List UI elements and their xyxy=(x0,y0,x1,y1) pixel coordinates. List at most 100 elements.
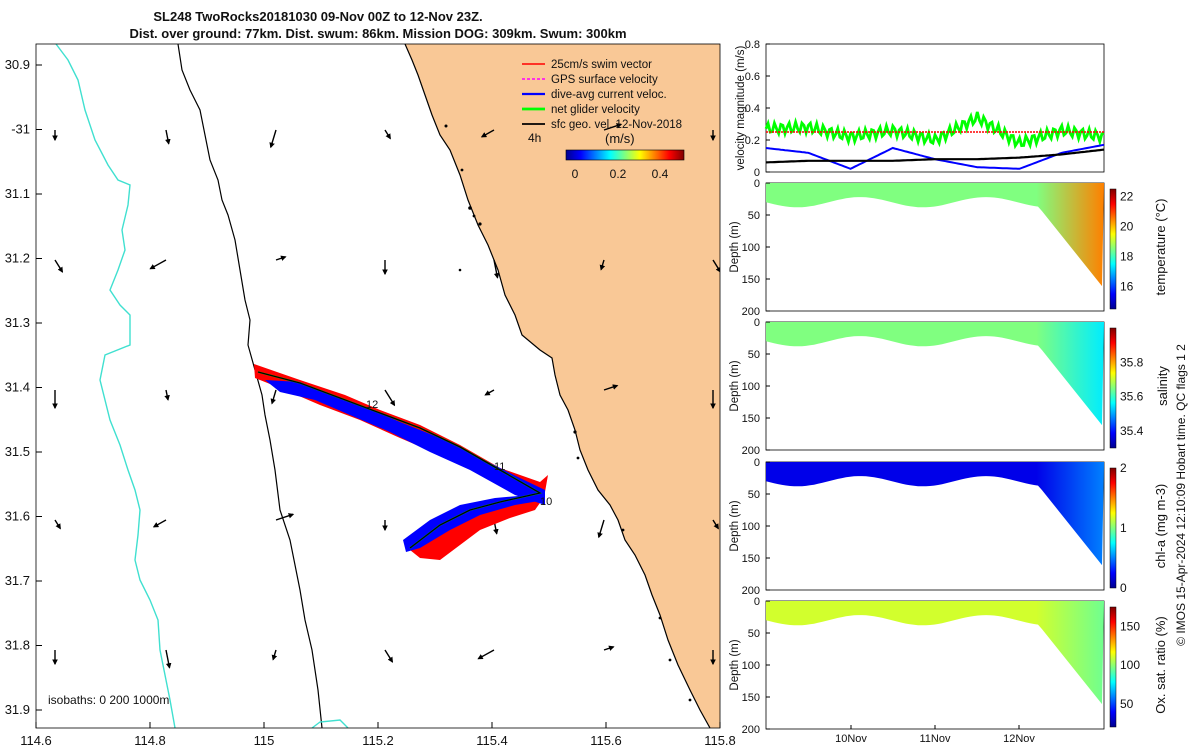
section-panel-temperature: 0 50 100 150 200 Depth (m) 22 20 18 16 temperature… xyxy=(729,178,1168,318)
temperature-cb-ticklabel-2: 18 xyxy=(1120,250,1134,264)
geo-arrow-21 xyxy=(54,519,61,530)
velocity-line-geo xyxy=(765,148,1105,164)
temperature-y-ticklabel-3: 150 xyxy=(742,274,760,286)
oxygen-cb-ticklabel-0: 150 xyxy=(1120,619,1140,633)
svg-text:GPS surface velocity: GPS surface velocity xyxy=(551,74,658,86)
map-y-ticklabel-4: 31.3 xyxy=(5,315,30,330)
geo-arrow-9 xyxy=(275,255,287,261)
vel-y-ticklabel-3: 0.6 xyxy=(745,71,760,83)
glider-track: 12 11 10 xyxy=(254,364,552,560)
oxygen-cb-ticklabel-1: 100 xyxy=(1120,658,1140,672)
temperature-cb-ticklabel-3: 16 xyxy=(1120,280,1134,294)
geo-arrow-11 xyxy=(493,259,500,279)
map-y-ticklabel-3: 31.2 xyxy=(5,251,30,266)
map-x-ticks: 114.6 114.8 115 115.2 115.4 115.6 115.8 xyxy=(20,722,736,748)
salinity-cb-ticklabel-1: 35.6 xyxy=(1120,390,1144,404)
day-label-11: 11 xyxy=(494,461,505,473)
map-y-ticklabel-5: 31.4 xyxy=(5,380,30,395)
map-y-ticklabel-6: 31.5 xyxy=(5,444,30,459)
temperature-y-ticklabel-4: 200 xyxy=(742,306,760,318)
land xyxy=(405,44,720,728)
chla-y-ticklabel-4: 200 xyxy=(742,585,760,597)
geo-arrow-33 xyxy=(603,645,615,651)
geo-arrow-12 xyxy=(599,259,606,271)
salinity-y-ticklabel-3: 150 xyxy=(742,413,760,425)
oxygen-y-ticklabel-0: 0 xyxy=(754,596,760,608)
temperature-section-fill xyxy=(766,183,1104,287)
temperature-cb-ticklabel-0: 22 xyxy=(1120,190,1134,204)
map-x-ticklabel-6: 115.8 xyxy=(704,733,736,748)
time-ticks: 10Nov 11Nov 12Nov xyxy=(835,725,1035,745)
salinity-y-ticklabel-4: 200 xyxy=(742,445,760,457)
geo-arrow-8 xyxy=(149,259,167,270)
map-colorbar xyxy=(565,149,685,161)
chla-cblabel: chl-a (mg m-3) xyxy=(1153,484,1168,569)
salinity-section-fill xyxy=(766,322,1104,426)
chla-colorbar xyxy=(1109,467,1117,589)
map-y-ticklabel-0: 30.9 xyxy=(5,57,30,72)
map-x-ticklabel-3: 115.2 xyxy=(362,733,394,748)
oxygen-y-ticklabel-4: 200 xyxy=(742,724,760,736)
isobath-200 xyxy=(177,44,323,728)
salinity-y-ticklabel-2: 100 xyxy=(742,381,760,393)
oxygen-ylabel: Depth (m) xyxy=(729,639,741,690)
map-x-ticklabel-0: 114.6 xyxy=(20,733,52,748)
temperature-colorbar xyxy=(1109,188,1117,310)
current-vectors-upper xyxy=(265,380,545,505)
map-colorbar-tick-2: 0.4 xyxy=(652,167,669,181)
legend-item-gps: GPS surface velocity xyxy=(522,74,658,86)
map-y-ticklabel-7: 31.6 xyxy=(5,509,30,524)
title-line1: SL248 TwoRocks20181030 09-Nov 00Z to 12-… xyxy=(153,9,482,24)
oxygen-y-ticklabel-3: 150 xyxy=(742,692,760,704)
velocity-series xyxy=(764,111,1105,170)
isobaths-label: isobaths: 0 200 1000m xyxy=(48,693,169,707)
velocity-panel: 0 0.2 0.4 0.6 0.8 velocity magnitude (m/s) xyxy=(735,39,1105,179)
map-y-ticklabel-9: 31.8 xyxy=(5,638,30,653)
surface-velocity-track xyxy=(257,371,542,549)
geo-arrow-18 xyxy=(484,389,495,396)
geo-arrow-13 xyxy=(712,259,720,273)
geo-arrow-31 xyxy=(384,649,393,663)
time-ticklabel-1: 11Nov xyxy=(920,733,951,745)
chla-y-ticklabel-1: 50 xyxy=(748,489,760,501)
temperature-y-ticklabel-0: 0 xyxy=(754,178,760,190)
chla-cb-ticklabel-1: 1 xyxy=(1120,521,1127,535)
footer-credit: © IMOS 15-Apr-2024 12:10:09 Hobart time.… xyxy=(1174,344,1188,646)
legend-item-net: net glider velocity xyxy=(522,104,640,116)
geo-arrow-17 xyxy=(384,389,396,407)
map-colorbar-tick-1: 0.2 xyxy=(610,167,627,181)
salinity-y-ticklabel-0: 0 xyxy=(754,317,760,329)
isobath-1000 xyxy=(55,44,176,728)
geo-arrow-30 xyxy=(271,649,278,661)
vel-y-ticklabel-2: 0.4 xyxy=(745,103,760,115)
geo-arrow-7 xyxy=(54,259,63,273)
geo-arrow-3 xyxy=(384,129,391,140)
legend-item-geo: sfc geo. vel. 12-Nov-2018 xyxy=(522,119,682,131)
geo-arrow-23 xyxy=(275,513,295,521)
chla-y-ticklabel-3: 150 xyxy=(742,553,760,565)
isobath-1000-b xyxy=(311,719,349,728)
title-line2: Dist. over ground: 77km. Dist. swum: 86k… xyxy=(129,26,626,41)
map-y-ticklabel-1: -31 xyxy=(11,122,30,137)
geo-arrow-2 xyxy=(269,129,277,149)
temperature-y-ticklabel-2: 100 xyxy=(742,242,760,254)
velocity-y-ticks: 0 0.2 0.4 0.6 0.8 xyxy=(745,39,770,179)
temperature-ylabel: Depth (m) xyxy=(729,221,741,272)
current-vectors-lower xyxy=(403,495,545,552)
geo-arrow-15 xyxy=(164,389,170,401)
geo-arrow-5 xyxy=(603,123,623,131)
map-x-ticklabel-1: 114.8 xyxy=(134,733,166,748)
geo-arrow-1 xyxy=(165,129,171,145)
geo-arrow-32 xyxy=(477,649,495,660)
day-label-10: 10 xyxy=(540,496,552,508)
oxygen-y-ticklabel-2: 100 xyxy=(742,660,760,672)
oxygen-cblabel: Ox. sat. ratio (%) xyxy=(1153,616,1168,714)
salinity-y-ticklabel-1: 50 xyxy=(748,349,760,361)
section-panel-salinity: 0 50 100 150 200 Depth (m) 35.8 35.6 35.4 salinit… xyxy=(729,317,1170,457)
chla-ylabel: Depth (m) xyxy=(729,500,741,551)
geo-velocity-arrows xyxy=(52,123,720,669)
vel-y-ticklabel-1: 0.2 xyxy=(745,135,760,147)
vel-y-ticklabel-4: 0.8 xyxy=(745,39,760,51)
